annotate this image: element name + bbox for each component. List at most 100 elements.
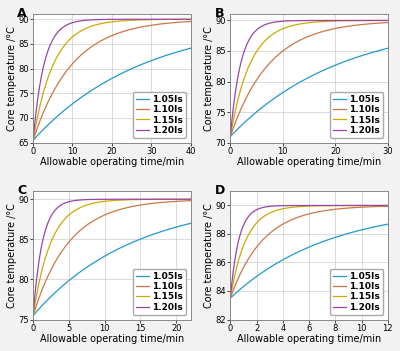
1.10Is bbox=[47, 98, 52, 102]
1.20Is bbox=[31, 138, 36, 142]
1.05Is bbox=[244, 282, 249, 286]
1.05Is bbox=[385, 222, 390, 226]
1.15Is bbox=[244, 70, 249, 74]
1.15Is bbox=[31, 313, 36, 318]
1.05Is bbox=[354, 229, 358, 233]
1.15Is bbox=[139, 197, 144, 201]
1.05Is bbox=[188, 221, 193, 225]
Y-axis label: Core temperature /°C: Core temperature /°C bbox=[7, 203, 17, 308]
1.15Is bbox=[156, 197, 161, 201]
1.10Is bbox=[154, 201, 158, 205]
Text: C: C bbox=[17, 184, 26, 197]
1.05Is bbox=[351, 230, 356, 234]
1.15Is bbox=[228, 134, 233, 139]
1.10Is bbox=[351, 206, 356, 210]
1.05Is bbox=[139, 62, 144, 67]
1.20Is bbox=[292, 204, 296, 208]
1.05Is bbox=[94, 85, 99, 89]
1.15Is bbox=[354, 19, 358, 23]
1.20Is bbox=[244, 217, 249, 221]
1.20Is bbox=[188, 17, 193, 21]
X-axis label: Allowable operating time/min: Allowable operating time/min bbox=[40, 157, 184, 167]
1.15Is bbox=[351, 19, 356, 23]
Line: 1.05Is: 1.05Is bbox=[230, 224, 388, 298]
1.05Is bbox=[139, 237, 144, 241]
1.20Is bbox=[385, 203, 390, 207]
1.05Is bbox=[31, 313, 36, 318]
1.10Is bbox=[228, 296, 233, 300]
1.15Is bbox=[228, 296, 233, 300]
Legend: 1.05Is, 1.10Is, 1.15Is, 1.20Is: 1.05Is, 1.10Is, 1.15Is, 1.20Is bbox=[330, 92, 383, 138]
1.05Is bbox=[292, 252, 296, 256]
1.05Is bbox=[354, 55, 358, 60]
1.10Is bbox=[385, 204, 390, 208]
1.10Is bbox=[188, 19, 193, 24]
1.20Is bbox=[188, 197, 193, 201]
1.10Is bbox=[228, 134, 233, 139]
1.05Is bbox=[94, 259, 99, 263]
1.05Is bbox=[297, 80, 302, 84]
1.15Is bbox=[139, 18, 144, 22]
1.10Is bbox=[354, 23, 358, 27]
1.20Is bbox=[154, 17, 158, 21]
1.10Is bbox=[297, 214, 302, 219]
1.05Is bbox=[336, 62, 341, 66]
1.10Is bbox=[94, 217, 99, 221]
1.10Is bbox=[292, 41, 296, 46]
1.05Is bbox=[228, 134, 233, 139]
1.10Is bbox=[244, 260, 249, 264]
Line: 1.15Is: 1.15Is bbox=[33, 19, 190, 140]
1.10Is bbox=[244, 95, 249, 100]
1.15Is bbox=[385, 203, 390, 207]
1.15Is bbox=[94, 200, 99, 205]
Line: 1.10Is: 1.10Is bbox=[230, 22, 388, 137]
1.10Is bbox=[47, 271, 52, 276]
Text: B: B bbox=[214, 7, 224, 20]
Line: 1.15Is: 1.15Is bbox=[230, 205, 388, 298]
1.20Is bbox=[336, 203, 341, 207]
1.05Is bbox=[100, 81, 105, 86]
1.05Is bbox=[31, 138, 36, 142]
1.10Is bbox=[31, 313, 36, 318]
1.05Is bbox=[244, 119, 249, 123]
1.20Is bbox=[47, 45, 52, 49]
Legend: 1.05Is, 1.10Is, 1.15Is, 1.20Is: 1.05Is, 1.10Is, 1.15Is, 1.20Is bbox=[330, 269, 383, 315]
Line: 1.20Is: 1.20Is bbox=[230, 205, 388, 298]
1.15Is bbox=[336, 204, 341, 208]
1.15Is bbox=[297, 22, 302, 26]
Legend: 1.05Is, 1.10Is, 1.15Is, 1.20Is: 1.05Is, 1.10Is, 1.15Is, 1.20Is bbox=[132, 269, 186, 315]
1.10Is bbox=[292, 217, 296, 221]
1.15Is bbox=[156, 18, 161, 22]
1.05Is bbox=[297, 249, 302, 253]
1.10Is bbox=[31, 138, 36, 142]
1.05Is bbox=[154, 57, 158, 61]
1.05Is bbox=[154, 231, 158, 236]
1.20Is bbox=[94, 197, 99, 201]
1.10Is bbox=[354, 205, 358, 210]
Line: 1.15Is: 1.15Is bbox=[33, 199, 190, 316]
1.10Is bbox=[100, 38, 105, 42]
Line: 1.10Is: 1.10Is bbox=[33, 21, 190, 140]
1.15Is bbox=[154, 197, 158, 201]
1.20Is bbox=[31, 313, 36, 318]
1.20Is bbox=[139, 197, 144, 201]
X-axis label: Allowable operating time/min: Allowable operating time/min bbox=[40, 334, 184, 344]
1.20Is bbox=[100, 17, 105, 21]
X-axis label: Allowable operating time/min: Allowable operating time/min bbox=[237, 334, 381, 344]
1.05Is bbox=[100, 255, 105, 259]
1.20Is bbox=[47, 218, 52, 222]
1.15Is bbox=[188, 197, 193, 201]
1.10Is bbox=[156, 200, 161, 205]
1.15Is bbox=[292, 23, 296, 27]
Y-axis label: Core temperature /°C: Core temperature /°C bbox=[204, 203, 214, 308]
1.15Is bbox=[94, 22, 99, 27]
1.05Is bbox=[156, 230, 161, 234]
1.10Is bbox=[139, 25, 144, 29]
Y-axis label: Core temperature /°C: Core temperature /°C bbox=[204, 26, 214, 131]
1.05Is bbox=[351, 57, 356, 61]
Line: 1.20Is: 1.20Is bbox=[33, 19, 190, 140]
Line: 1.20Is: 1.20Is bbox=[33, 199, 190, 316]
1.20Is bbox=[139, 17, 144, 21]
1.20Is bbox=[100, 197, 105, 201]
1.10Is bbox=[351, 24, 356, 28]
